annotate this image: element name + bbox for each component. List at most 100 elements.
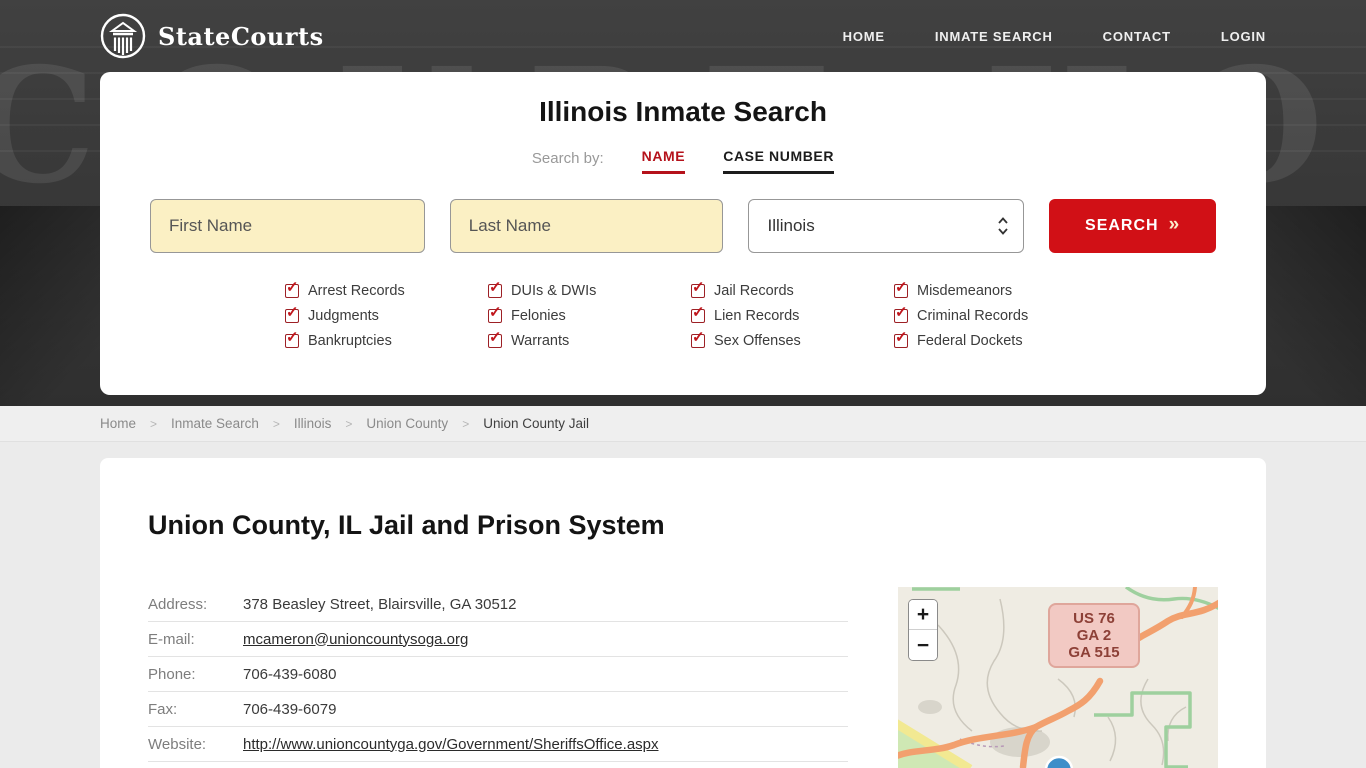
checkbox-checked-icon[interactable]: ✓ xyxy=(285,304,299,323)
map-road-sign: US 76 GA 2 GA 515 xyxy=(1048,603,1140,668)
brand-logo-link[interactable]: StateCourts xyxy=(100,13,324,59)
website-link[interactable]: http://www.unioncountyga.gov/Government/… xyxy=(243,735,659,753)
filter-judgments: ✓ Judgments xyxy=(285,304,488,324)
filter-label: Bankruptcies xyxy=(308,333,392,349)
map-yellow-road xyxy=(898,719,973,768)
state-select[interactable]: Illinois xyxy=(748,199,1025,253)
record-filter-grid: ✓ Arrest Records ✓ Judgments ✓ Bankruptc… xyxy=(100,279,1266,349)
email-link[interactable]: mcameron@unioncountysoga.org xyxy=(243,630,469,648)
breadcrumb-separator-icon: > xyxy=(150,416,158,431)
map-marker xyxy=(1044,755,1074,768)
detail-row-email: E-mail: mcameron@unioncountysoga.org xyxy=(148,622,848,657)
breadcrumb: Home > Inmate Search > Illinois > Union … xyxy=(0,406,1366,442)
checkbox-checked-icon[interactable]: ✓ xyxy=(488,279,502,298)
filter-label: Judgments xyxy=(308,308,379,324)
filter-label: Federal Dockets xyxy=(917,333,1023,349)
nav-item-home[interactable]: HOME xyxy=(842,28,885,44)
road-sign-line: US 76 xyxy=(1073,610,1115,627)
map-zoom-control: + − xyxy=(908,599,938,661)
checkbox-checked-icon[interactable]: ✓ xyxy=(285,329,299,348)
breadcrumb-union-county[interactable]: Union County xyxy=(366,416,449,431)
detail-label: Address: xyxy=(148,595,208,613)
filter-column-3: ✓ Jail Records ✓ Lien Records ✓ Sex Offe… xyxy=(691,279,894,349)
chevron-updown-icon xyxy=(998,217,1008,235)
detail-label: Phone: xyxy=(148,665,196,683)
detail-label: Fax: xyxy=(148,700,178,718)
filter-label: Felonies xyxy=(511,308,566,324)
detail-value: 378 Beasley Street, Blairsville, GA 3051… xyxy=(243,595,517,613)
checkbox-checked-icon[interactable]: ✓ xyxy=(894,329,908,348)
zoom-in-button[interactable]: + xyxy=(909,600,937,630)
filter-warrants: ✓ Warrants xyxy=(488,329,691,349)
detail-value: 706-439-6080 xyxy=(243,665,337,683)
tab-name[interactable]: NAME xyxy=(641,148,686,174)
checkbox-checked-icon[interactable]: ✓ xyxy=(488,329,502,348)
filter-federal-dockets: ✓ Federal Dockets xyxy=(894,329,1097,349)
filter-misdemeanors: ✓ Misdemeanors xyxy=(894,279,1097,299)
facility-content-row: Address: 378 Beasley Street, Blairsville… xyxy=(148,587,1218,768)
last-name-input[interactable] xyxy=(449,199,724,253)
top-navigation-bar: StateCourts HOME INMATE SEARCH CONTACT L… xyxy=(0,0,1366,72)
filter-label: Jail Records xyxy=(714,283,794,299)
breadcrumb-inmate-search[interactable]: Inmate Search xyxy=(171,416,259,431)
nav-item-login[interactable]: LOGIN xyxy=(1220,28,1266,44)
detail-row-phone: Phone: 706-439-6080 xyxy=(148,657,848,692)
filter-label: Arrest Records xyxy=(308,283,405,299)
detail-label: E-mail: xyxy=(148,630,195,648)
search-by-tabs: Search by: NAME CASE NUMBER xyxy=(100,148,1266,174)
breadcrumb-separator-icon: > xyxy=(462,416,470,431)
filter-label: Sex Offenses xyxy=(714,333,801,349)
road-sign-line: GA 515 xyxy=(1068,644,1120,661)
checkbox-checked-icon[interactable]: ✓ xyxy=(488,304,502,323)
nav-item-inmate-search[interactable]: INMATE SEARCH xyxy=(934,28,1053,44)
breadcrumb-home[interactable]: Home xyxy=(100,416,137,431)
nav-item-contact[interactable]: CONTACT xyxy=(1102,28,1171,44)
filter-bankruptcies: ✓ Bankruptcies xyxy=(285,329,488,349)
location-map[interactable]: US 76 GA 2 GA 515 + − xyxy=(898,587,1218,768)
facility-detail-card: Union County, IL Jail and Prison System … xyxy=(100,458,1266,768)
filter-arrest-records: ✓ Arrest Records xyxy=(285,279,488,299)
main-nav: HOME INMATE SEARCH CONTACT LOGIN xyxy=(843,29,1266,44)
filter-label: Lien Records xyxy=(714,308,800,324)
filter-sex-offenses: ✓ Sex Offenses xyxy=(691,329,894,349)
search-button[interactable]: SEARCH » xyxy=(1049,199,1217,253)
checkbox-checked-icon[interactable]: ✓ xyxy=(691,279,705,298)
checkbox-checked-icon[interactable]: ✓ xyxy=(285,279,299,298)
zoom-out-button[interactable]: − xyxy=(909,630,937,660)
detail-row-fax: Fax: 706-439-6079 xyxy=(148,692,848,727)
filter-label: Criminal Records xyxy=(917,308,1029,324)
page-title: Union County, IL Jail and Prison System xyxy=(148,510,665,540)
filter-label: DUIs & DWIs xyxy=(511,283,597,299)
search-card-title: Illinois Inmate Search xyxy=(539,96,827,127)
first-name-input[interactable] xyxy=(150,199,425,253)
inmate-search-card: Illinois Inmate Search Search by: NAME C… xyxy=(100,72,1266,395)
breadcrumb-separator-icon: > xyxy=(272,416,280,431)
detail-label: Website: xyxy=(148,735,207,753)
filter-duis-dwis: ✓ DUIs & DWIs xyxy=(488,279,691,299)
breadcrumb-illinois[interactable]: Illinois xyxy=(293,416,332,431)
checkbox-checked-icon[interactable]: ✓ xyxy=(691,329,705,348)
facility-details-table: Address: 378 Beasley Street, Blairsville… xyxy=(148,587,848,768)
state-select-value: Illinois xyxy=(767,216,815,235)
map-boundary-lines xyxy=(912,587,1218,768)
checkbox-checked-icon[interactable]: ✓ xyxy=(691,304,705,323)
filter-lien-records: ✓ Lien Records xyxy=(691,304,894,324)
search-button-label: SEARCH xyxy=(1085,217,1159,234)
breadcrumb-separator-icon: > xyxy=(345,416,353,431)
tab-case-number[interactable]: CASE NUMBER xyxy=(723,148,835,174)
map-highway xyxy=(898,587,1218,768)
filter-felonies: ✓ Felonies xyxy=(488,304,691,324)
brand-name: StateCourts xyxy=(158,21,324,51)
road-sign-line: GA 2 xyxy=(1076,627,1112,644)
double-arrow-icon: » xyxy=(1168,214,1181,235)
filter-column-1: ✓ Arrest Records ✓ Judgments ✓ Bankruptc… xyxy=(285,279,488,349)
filter-column-2: ✓ DUIs & DWIs ✓ Felonies ✓ Warrants xyxy=(488,279,691,349)
checkbox-checked-icon[interactable]: ✓ xyxy=(894,279,908,298)
filter-jail-records: ✓ Jail Records xyxy=(691,279,894,299)
detail-row-address: Address: 378 Beasley Street, Blairsville… xyxy=(148,587,848,622)
detail-row-website: Website: http://www.unioncountyga.gov/Go… xyxy=(148,727,848,762)
search-by-label: Search by: xyxy=(531,150,604,167)
checkbox-checked-icon[interactable]: ✓ xyxy=(894,304,908,323)
filter-criminal-records: ✓ Criminal Records xyxy=(894,304,1097,324)
detail-value: 706-439-6079 xyxy=(243,700,337,718)
